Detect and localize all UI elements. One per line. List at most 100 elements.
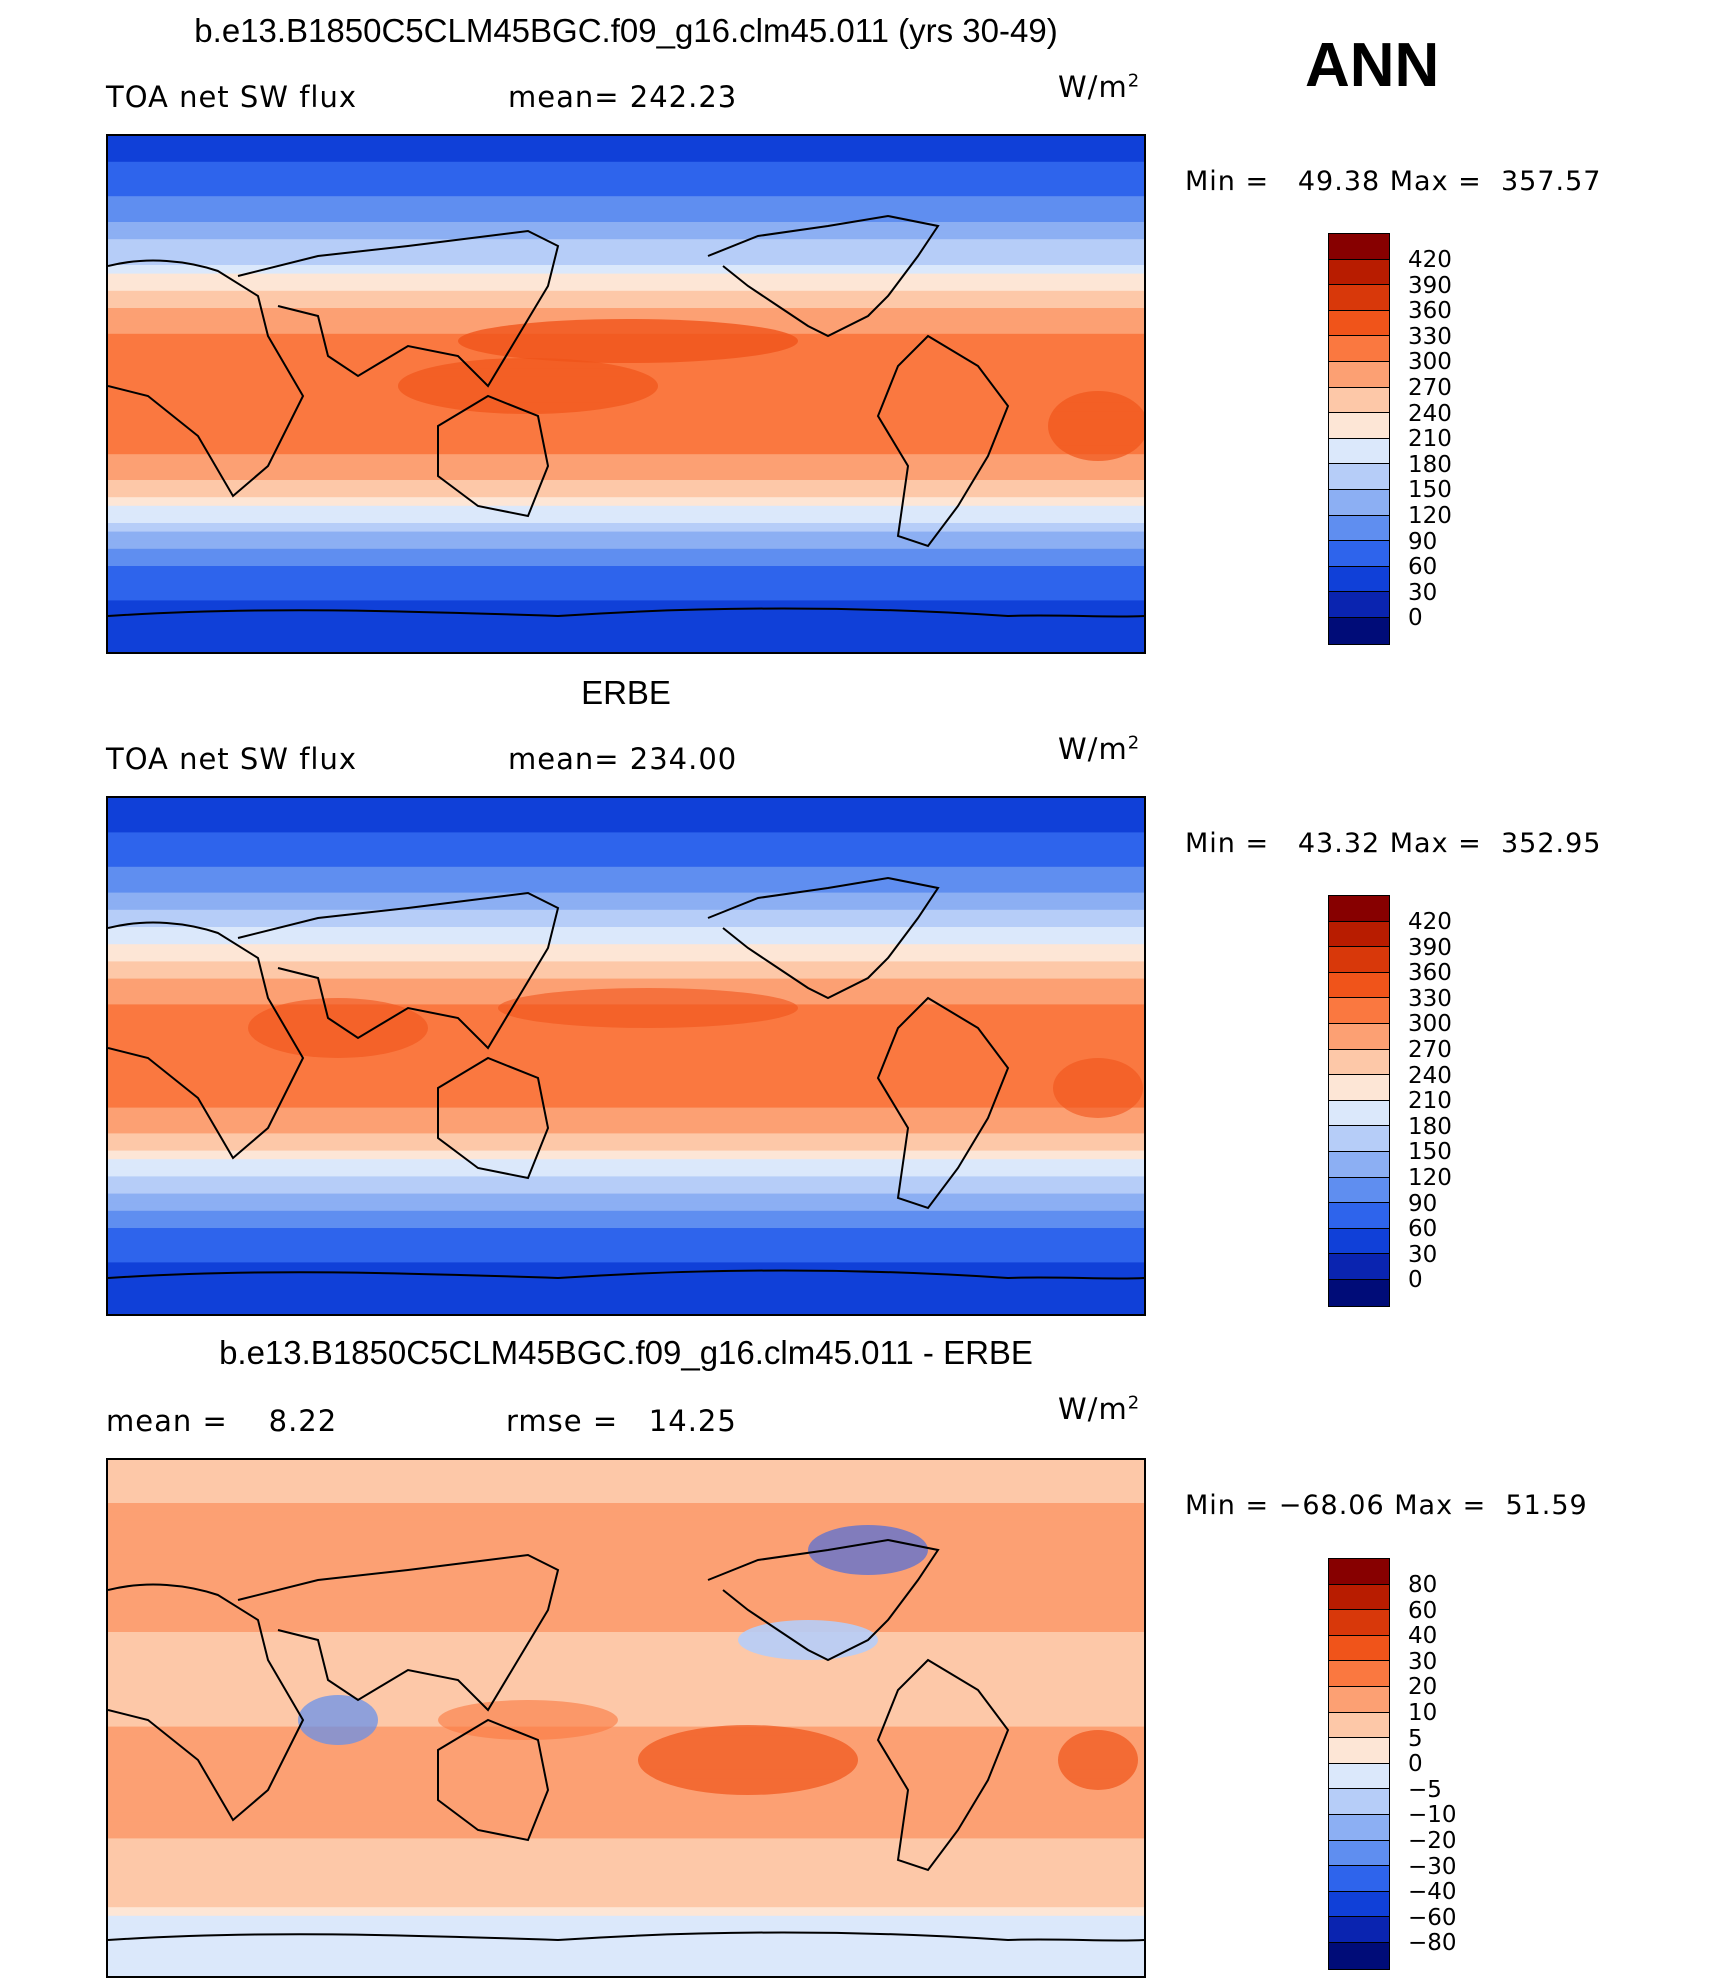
zonal-band xyxy=(108,1305,1144,1314)
panel3-red-anomaly-indian xyxy=(438,1700,618,1740)
zonal-band xyxy=(108,1675,1144,1685)
panel1-coastlines xyxy=(108,214,1144,618)
colorbar-swatch xyxy=(1329,1814,1389,1841)
zonal-band xyxy=(108,196,1144,206)
zonal-band xyxy=(108,1718,1144,1728)
colorbar-swatch xyxy=(1329,1151,1389,1178)
zonal-band xyxy=(108,1967,1144,1976)
zonal-band xyxy=(108,1950,1144,1960)
zonal-band xyxy=(108,454,1144,464)
zonal-band xyxy=(108,1167,1144,1177)
zonal-band xyxy=(108,1253,1144,1263)
panel2-colorbar-labels: 420 390 360 330 300 270 240 210 180 150 120 90 60 30 0 xyxy=(1408,909,1452,1294)
zonal-band xyxy=(108,144,1144,154)
zonal-band xyxy=(108,1503,1144,1513)
zonal-band xyxy=(108,153,1144,163)
panel2-title: ERBE xyxy=(581,674,671,711)
colorbar-label: 210 xyxy=(1408,426,1452,453)
zonal-band xyxy=(108,1933,1144,1943)
zonal-band xyxy=(108,1511,1144,1521)
colorbar-label: 420 xyxy=(1408,909,1452,935)
zonal-band xyxy=(108,230,1144,240)
colorbar-label: 0 xyxy=(1408,605,1423,632)
colorbar-label: 150 xyxy=(1408,1139,1452,1166)
panel3-units: W/m2 xyxy=(1058,1392,1141,1426)
zonal-band xyxy=(108,815,1144,825)
zonal-band xyxy=(108,1159,1144,1169)
zonal-band xyxy=(108,1864,1144,1874)
panel3-colorbar-labels: 80 60 40 30 20 10 5 0 −5 −10 −20 −30 −40 −60 −80 xyxy=(1408,1572,1457,1957)
zonal-band xyxy=(108,823,1144,833)
zonal-band xyxy=(108,1528,1144,1538)
panel3-anomaly-features xyxy=(298,1525,1138,1795)
zonal-band xyxy=(108,1288,1144,1298)
zonal-band xyxy=(108,179,1144,189)
colorbar-label: 20 xyxy=(1408,1674,1438,1701)
panel3-blue-anomaly-asia xyxy=(298,1695,378,1745)
zonal-band xyxy=(108,290,1144,300)
zonal-band xyxy=(108,1752,1144,1762)
panel1-pacific-high xyxy=(458,319,798,363)
zonal-band xyxy=(108,1657,1144,1667)
zonal-band xyxy=(108,574,1144,584)
panel3-blue-anomaly-canada xyxy=(808,1525,928,1575)
panel1-units: W/m2 xyxy=(1058,70,1141,104)
zonal-band xyxy=(108,1804,1144,1814)
zonal-band xyxy=(108,643,1144,652)
colorbar-label: 0 xyxy=(1408,1751,1423,1778)
zonal-band xyxy=(108,1219,1144,1229)
zonal-band xyxy=(108,1623,1144,1633)
colorbar-label: 180 xyxy=(1408,1113,1452,1140)
panel3-red-anomaly-southpacific xyxy=(638,1725,858,1795)
zonal-band xyxy=(108,1632,1144,1642)
colorbar-swatch xyxy=(1329,592,1389,618)
panel1-south-pacific-high xyxy=(398,358,658,414)
zonal-band xyxy=(108,1941,1144,1951)
zonal-band xyxy=(108,273,1144,283)
colorbar-label: 300 xyxy=(1408,1011,1452,1038)
colorbar-label: 80 xyxy=(1408,1572,1438,1598)
zonal-band xyxy=(108,1683,1144,1693)
panel1-title: b.e13.B1850C5CLM45BGC.f09_g16.clm45.011 … xyxy=(194,12,1058,49)
colorbar-label: −10 xyxy=(1408,1802,1457,1829)
colorbar-swatch xyxy=(1329,1049,1389,1076)
zonal-band xyxy=(108,1520,1144,1530)
zonal-band xyxy=(108,901,1144,911)
zonal-band xyxy=(108,1296,1144,1306)
zonal-band xyxy=(108,1116,1144,1126)
colorbar-swatch xyxy=(1329,1763,1389,1790)
zonal-band xyxy=(108,1692,1144,1702)
zonal-band xyxy=(108,1271,1144,1281)
zonal-band xyxy=(108,1468,1144,1478)
zonal-band xyxy=(108,609,1144,619)
colorbar-label: 270 xyxy=(1408,1036,1452,1063)
zonal-band xyxy=(108,1185,1144,1195)
zonal-band xyxy=(108,411,1144,421)
colorbar-swatch xyxy=(1329,1126,1389,1152)
colorbar-label: 330 xyxy=(1408,985,1452,1012)
zonal-band xyxy=(108,445,1144,455)
colorbar-label: 120 xyxy=(1408,1164,1452,1191)
zonal-band xyxy=(108,1210,1144,1220)
zonal-band xyxy=(108,1640,1144,1650)
zonal-band xyxy=(108,798,1144,808)
zonal-band xyxy=(108,161,1144,171)
zonal-band xyxy=(108,462,1144,472)
zonal-band xyxy=(108,1614,1144,1624)
colorbar-swatch xyxy=(1329,413,1389,439)
colorbar-swatch xyxy=(1329,1254,1389,1280)
colorbar-label: −20 xyxy=(1408,1827,1457,1854)
zonal-band xyxy=(108,1606,1144,1616)
panel2-zonal-bands xyxy=(108,798,1144,1314)
colorbar-swatch xyxy=(1329,1891,1389,1918)
zonal-band xyxy=(108,1907,1144,1917)
panel2-units: W/m2 xyxy=(1058,732,1141,766)
zonal-band xyxy=(108,1735,1144,1745)
zonal-band xyxy=(108,978,1144,988)
colorbar-label: 90 xyxy=(1408,528,1438,555)
colorbar-swatch xyxy=(1329,1712,1389,1739)
colorbar-swatch xyxy=(1329,1279,1389,1306)
zonal-band xyxy=(108,531,1144,541)
zonal-band xyxy=(108,1821,1144,1831)
panel1-colorbar xyxy=(1328,233,1390,645)
